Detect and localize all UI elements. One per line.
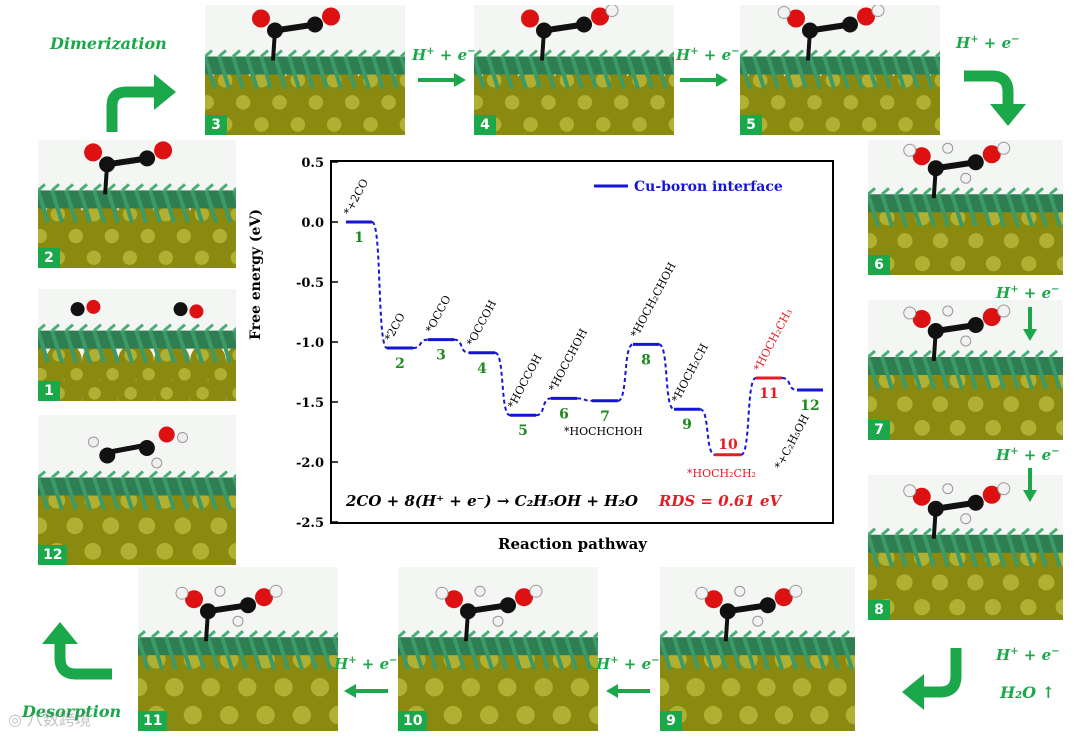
reaction-equation: 2CO + 8(H⁺ + e⁻) → C₂H₅OH + H₂O RDS = 0.…: [346, 492, 781, 510]
structure-panel-10: 10: [398, 567, 598, 731]
energy-connector: [658, 343, 675, 411]
arrow-3-4: [418, 73, 466, 87]
panel-number-4: 4: [474, 115, 496, 135]
chart-plot: 0.5 0.0 -0.5 -1.0 -1.5 -2.0 -2.5 1 *+2CO 2 *2CO 3 *O…: [296, 156, 823, 531]
species-label-10: *HOCH₂CH₂: [687, 467, 756, 480]
structure-panel-9: 9: [660, 567, 855, 731]
species-label-6: *HOCCHOH: [546, 327, 590, 394]
structure-panel-11: 11: [138, 567, 338, 731]
step-number-3: 3: [436, 348, 446, 364]
proton-electron-label: H+ + e−: [596, 655, 660, 673]
proton-electron-label: H+ + e−: [334, 655, 398, 673]
panel-number-10: 10: [398, 711, 428, 731]
y-tick-label: -2.0: [296, 456, 324, 471]
free-energy-chart: 0.5 0.0 -0.5 -1.0 -1.5 -2.0 -2.5 1 *+2CO 2 *2CO 3 *O…: [296, 156, 834, 531]
y-tick-label: -2.5: [296, 516, 324, 531]
energy-connector: [576, 397, 593, 402]
arrow-10-11: [344, 684, 388, 698]
species-label-8: *HOCH₂CHOH: [628, 260, 679, 340]
step-number-8: 8: [641, 352, 651, 368]
panel-number-8: 8: [868, 600, 890, 620]
arrow-7-8: [1023, 468, 1037, 502]
energy-connector: [453, 338, 470, 354]
energy-connector: [371, 221, 388, 349]
y-tick-label: -1.0: [296, 336, 324, 351]
panel-number-9: 9: [660, 711, 682, 731]
panel-number-1: 1: [38, 381, 60, 401]
energy-connector: [699, 408, 716, 456]
panel-number-5: 5: [740, 115, 762, 135]
y-tick-label: 0.5: [301, 156, 324, 171]
right-down-arrow: [964, 70, 1026, 126]
energy-connector: [617, 343, 634, 402]
y-tick-label: 0.0: [301, 216, 324, 231]
h2o-release-label: H₂O ↑: [1000, 683, 1056, 702]
species-label-1: *+2CO: [341, 177, 371, 218]
proton-electron-label: H+ + e−: [996, 284, 1060, 302]
bottom-right-arrow: [902, 648, 962, 710]
step-number-5: 5: [518, 423, 528, 439]
species-label-3: *OCCO: [423, 293, 453, 335]
structure-panel-12: 12: [38, 415, 236, 565]
energy-connector: [535, 397, 552, 417]
dimerization-label: Dimerization: [50, 34, 167, 53]
proton-electron-label: H+ + e−: [412, 46, 476, 64]
legend-label: Cu-boron interface: [634, 179, 783, 195]
panel-number-7: 7: [868, 420, 890, 440]
desorption-arrow: [42, 622, 112, 680]
watermark: ◎ 八数跨境: [8, 710, 92, 729]
structure-panel-4: 4: [474, 5, 674, 135]
structure-panel-3: 3: [205, 5, 405, 135]
structure-panel-6: 6: [868, 140, 1063, 275]
structure-panel-5: 5: [740, 5, 940, 135]
step-number-2: 2: [395, 356, 405, 372]
step-number-6: 6: [559, 406, 569, 422]
proton-electron-label: H+ + e−: [996, 446, 1060, 464]
energy-connector: [781, 377, 798, 391]
energy-connector: [412, 338, 429, 349]
panel-number-6: 6: [868, 255, 890, 275]
step-number-9: 9: [682, 417, 692, 433]
x-axis-title: Reaction pathway: [498, 535, 648, 553]
panel-number-12: 12: [38, 545, 68, 565]
y-tick-label: -1.5: [296, 396, 324, 411]
structure-panel-8: 8: [868, 475, 1063, 620]
proton-electron-label: H+ + e−: [956, 34, 1020, 52]
desorption-label: Desorption: [22, 702, 122, 721]
species-label-4: *OCCOH: [464, 298, 499, 348]
step-number-11: 11: [759, 386, 778, 402]
arrow-9-10: [606, 684, 650, 698]
species-label-7: *HOCHCHOH: [564, 425, 643, 438]
step-number-4: 4: [477, 361, 487, 377]
step-number-12: 12: [800, 398, 819, 414]
step-number-7: 7: [600, 409, 610, 425]
y-tick-label: -0.5: [296, 276, 324, 291]
species-label-12: *+C₂H₅OH: [772, 412, 812, 471]
energy-connector: [494, 351, 511, 417]
arrow-4-5: [680, 73, 728, 87]
step-number-10: 10: [718, 437, 738, 453]
rds-text: RDS = 0.61 eV: [658, 492, 782, 510]
species-label-5: *HOCCOH: [505, 352, 544, 411]
proton-electron-label: H+ + e−: [996, 646, 1060, 664]
step-number-1: 1: [354, 230, 364, 246]
panel-number-3: 3: [205, 115, 227, 135]
species-label-9: *HOCH₂CH: [669, 342, 711, 405]
arrow-6-7: [1023, 307, 1037, 341]
structure-panel-1: 1: [38, 289, 236, 401]
panel-number-11: 11: [138, 711, 168, 731]
energy-connector: [740, 377, 757, 456]
dimerization-arrow: [106, 74, 176, 132]
species-label-11: *HOCH₂CH₃: [751, 306, 795, 373]
y-axis-title: Free energy (eV): [248, 209, 264, 340]
structure-panel-7: 7: [868, 300, 1063, 440]
equation-text: 2CO + 8(H⁺ + e⁻) → C₂H₅OH + H₂O: [346, 492, 638, 510]
proton-electron-label: H+ + e−: [676, 46, 740, 64]
structure-panel-2: 2: [38, 140, 236, 268]
species-label-2: *2CO: [382, 311, 408, 344]
panel-number-2: 2: [38, 248, 60, 268]
